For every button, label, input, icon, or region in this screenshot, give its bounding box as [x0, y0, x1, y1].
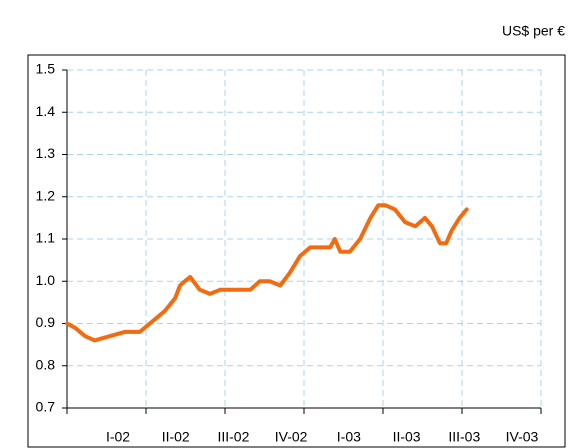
y-tick-label: 0.7 [36, 399, 56, 415]
y-tick-label: 1.5 [36, 61, 56, 77]
x-tick-label: I-03 [337, 429, 361, 445]
x-tick-label: III-02 [217, 429, 249, 445]
x-tick-label: II-02 [162, 429, 190, 445]
series-line [65, 203, 469, 343]
y-tick-label: 1.0 [36, 272, 56, 288]
y-tick-label: 1.1 [36, 230, 56, 246]
x-tick-label: III-03 [448, 429, 480, 445]
y-tick-label: 1.4 [36, 103, 56, 119]
chart-title: US$ per € [502, 23, 565, 39]
x-tick-label: IV-03 [506, 429, 539, 445]
y-tick-label: 1.3 [36, 145, 56, 161]
x-tick-label: I-02 [106, 429, 130, 445]
x-tick-label: II-03 [393, 429, 421, 445]
y-tick-label: 0.9 [36, 314, 56, 330]
y-tick-label: 1.2 [36, 187, 56, 203]
y-tick-label: 0.8 [36, 356, 56, 372]
x-tick-label: IV-02 [275, 429, 308, 445]
frame [27, 54, 566, 448]
